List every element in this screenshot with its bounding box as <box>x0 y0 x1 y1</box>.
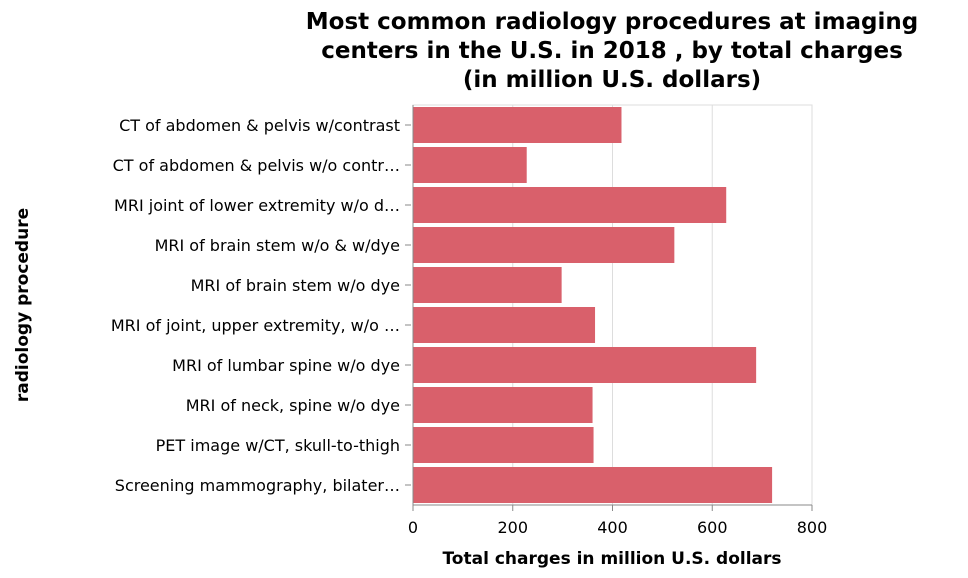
y-tick-label: MRI joint of lower extremity w/o d… <box>114 196 400 215</box>
y-tick-label: MRI of brain stem w/o dye <box>191 276 400 295</box>
y-tick-label: MRI of neck, spine w/o dye <box>186 396 400 415</box>
y-tick-label: MRI of joint, upper extremity, w/o … <box>111 316 400 335</box>
bar <box>413 307 596 343</box>
bar <box>413 387 593 423</box>
bars <box>413 107 773 503</box>
y-axis-title: radiology procedure <box>13 208 33 402</box>
x-tick-label: 800 <box>797 518 828 537</box>
chart-title-line-2: centers in the U.S. in 2018 , by total c… <box>321 38 903 64</box>
x-tick-label: 200 <box>497 518 528 537</box>
bar <box>413 427 594 463</box>
x-tick-label: 600 <box>697 518 728 537</box>
chart-title-line-1: Most common radiology procedures at imag… <box>306 9 919 35</box>
x-axis: 0 200 400 600 800 <box>408 504 828 537</box>
bar <box>413 227 675 263</box>
bar <box>413 107 622 143</box>
chart-title-line-3: (in million U.S. dollars) <box>463 67 761 93</box>
bar <box>413 467 773 503</box>
y-tick-label: MRI of brain stem w/o & w/dye <box>155 236 400 255</box>
y-axis: CT of abdomen & pelvis w/contrast CT of a… <box>111 105 414 505</box>
x-tick-label: 0 <box>408 518 418 537</box>
y-tick-label: Screening mammography, bilater… <box>115 476 400 495</box>
bar <box>413 347 757 383</box>
bar <box>413 267 562 303</box>
bar <box>413 187 727 223</box>
bar <box>413 147 527 183</box>
y-tick-label: CT of abdomen & pelvis w/contrast <box>119 116 400 135</box>
x-tick-label: 400 <box>597 518 628 537</box>
y-tick-label: CT of abdomen & pelvis w/o contr… <box>113 156 400 175</box>
y-tick-label: MRI of lumbar spine w/o dye <box>172 356 400 375</box>
y-tick-label: PET image w/CT, skull-to-thigh <box>156 436 400 455</box>
x-axis-title: Total charges in million U.S. dollars <box>442 549 781 569</box>
